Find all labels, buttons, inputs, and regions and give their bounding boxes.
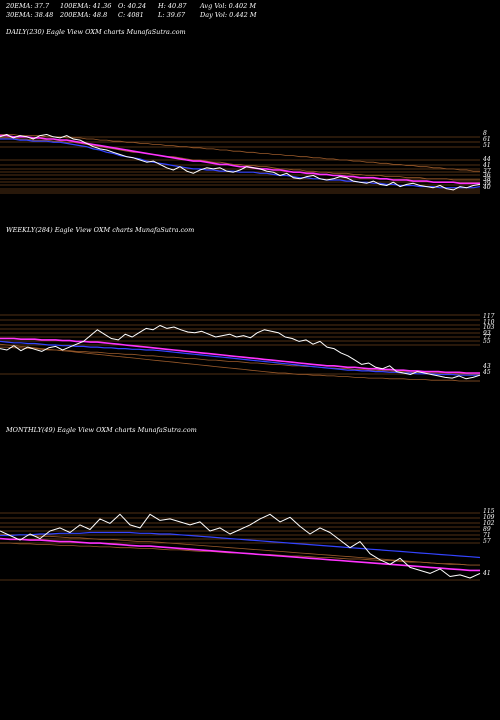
price-tick-label: 102 — [483, 520, 495, 527]
price-tick-label: 57 — [483, 538, 491, 545]
stat-avg-vol: Avg Vol: 0.402 M — [200, 2, 257, 10]
price-tick-label: 93 — [483, 330, 491, 337]
price-line — [0, 134, 481, 191]
price-line — [0, 325, 481, 380]
stat-day-vol: Day Vol: 0.442 M — [200, 11, 257, 19]
price-tick-label: 103 — [483, 324, 495, 331]
price-tick-label: 51 — [483, 142, 491, 149]
header-row-2: 30EMA: 38.48 200EMA: 48.8 C: 4081 L: 39.… — [6, 11, 500, 20]
stat-ema30: 30EMA: 38.48 — [6, 11, 54, 19]
price-tick-label: 71 — [483, 532, 491, 539]
stat-ema200: 200EMA: 48.8 — [60, 11, 108, 19]
price-tick-label: 117 — [483, 313, 495, 320]
ema-line-4 — [0, 137, 480, 181]
monthly-panel-title: MONTHLY(49) Eagle View OXM charts Munafa… — [6, 426, 197, 434]
price-tick-label: 39 — [483, 180, 491, 187]
price-tick-label: 37 — [483, 168, 491, 175]
price-tick-label: 45 — [482, 369, 491, 376]
ema-line-3 — [0, 343, 480, 382]
ema-line-1 — [0, 531, 481, 559]
header-row-1: 20EMA: 37.7 100EMA: 41.36 O: 40.24 H: 40… — [6, 2, 500, 11]
ema-line-4 — [0, 346, 480, 375]
price-tick-label: 55 — [483, 338, 491, 345]
ema-line-2 — [0, 537, 480, 572]
price-tick-label: 77 — [483, 334, 491, 341]
stat-ema100: 100EMA: 41.36 — [60, 2, 112, 10]
price-tick-label: 41 — [482, 570, 491, 577]
price-tick-label: 110 — [483, 319, 495, 326]
stat-ema20: 20EMA: 37.7 — [6, 2, 50, 10]
stat-open: O: 40.24 — [118, 2, 147, 10]
ema-line-2 — [0, 337, 480, 374]
price-line — [0, 513, 481, 579]
price-tick-label: 109 — [483, 514, 495, 521]
price-tick-label: 36 — [483, 172, 491, 179]
ema-line-1 — [0, 138, 481, 189]
price-tick-label: 61 — [483, 136, 491, 143]
stat-low: L: 39.67 — [158, 11, 186, 19]
price-tick-label: 40 — [482, 184, 491, 191]
price-tick-label: 8 — [483, 130, 487, 137]
price-tick-label: 115 — [483, 508, 495, 515]
ema-line-3 — [0, 533, 480, 566]
price-tick-label: 43 — [482, 363, 491, 370]
ema-line-4 — [0, 542, 480, 566]
ema-line-3 — [0, 134, 480, 172]
ema-line-2 — [0, 134, 480, 185]
stat-high: H: 40.87 — [158, 2, 187, 10]
stat-close: C: 4081 — [118, 11, 144, 19]
price-tick-label: 44 — [482, 156, 491, 163]
weekly-panel-title: WEEKLY(284) Eagle View OXM charts Munafa… — [6, 226, 195, 234]
daily-panel-title: DAILY(230) Eagle View OXM charts MunafaS… — [6, 28, 186, 36]
price-tick-label: 38 — [483, 176, 491, 183]
price-tick-label: 41 — [482, 162, 491, 169]
price-tick-label: 89 — [483, 526, 491, 533]
